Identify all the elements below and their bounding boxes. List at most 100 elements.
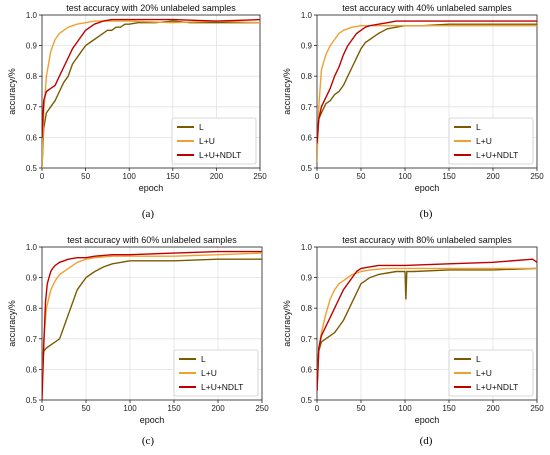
y-tick-label: 0.8 — [301, 304, 313, 313]
legend-label: L+U — [201, 368, 217, 378]
legend-box — [448, 117, 534, 165]
legend-box — [171, 117, 257, 165]
y-tick-label: 0.5 — [26, 164, 38, 173]
legend-label: L+U+NDLT — [476, 150, 518, 160]
y-tick-label: 0.8 — [301, 72, 313, 81]
chart-title: test accuracy with 80% unlabeled samples — [342, 235, 512, 245]
y-tick-label: 0.8 — [26, 72, 38, 81]
x-tick-label: 0 — [40, 404, 45, 413]
legend-label: L+U+NDLT — [476, 382, 518, 392]
y-axis-label: accuracy/% — [282, 300, 292, 347]
x-tick-label: 250 — [530, 404, 544, 413]
legend-label: L+U — [476, 368, 492, 378]
y-tick-label: 0.5 — [301, 396, 313, 405]
y-tick-label: 0.7 — [301, 335, 313, 344]
y-tick-label: 0.6 — [26, 365, 38, 374]
x-axis-label: epoch — [140, 415, 165, 425]
y-tick-label: 0.6 — [301, 365, 313, 374]
series-line-l-u — [42, 20, 260, 168]
legend: L L+U L+U+NDLT — [448, 117, 534, 165]
legend-label: L+U+NDLT — [201, 382, 243, 392]
x-tick-label: 0 — [315, 172, 320, 181]
legend-label: L+U+NDLT — [199, 150, 241, 160]
x-tick-label: 150 — [442, 172, 456, 181]
y-tick-label: 0.9 — [301, 42, 313, 51]
legend-label: L — [201, 354, 206, 364]
legend-box — [173, 349, 259, 397]
x-axis-label: epoch — [415, 415, 440, 425]
y-tick-label: 1.0 — [301, 11, 313, 20]
x-tick-label: 50 — [82, 404, 91, 413]
legend: L L+U L+U+NDLT — [448, 349, 534, 397]
y-tick-label: 0.6 — [301, 133, 313, 142]
y-tick-label: 1.0 — [301, 243, 313, 252]
chart-title: test accuracy with 60% unlabeled samples — [67, 235, 237, 245]
legend-label: L — [476, 122, 481, 132]
plot-frame — [316, 14, 538, 169]
y-tick-label: 0.9 — [26, 274, 38, 283]
x-tick-label: 100 — [398, 172, 412, 181]
y-tick-label: 0.7 — [26, 335, 38, 344]
y-axis-label: accuracy/% — [7, 68, 17, 115]
x-tick-label: 200 — [211, 404, 225, 413]
y-tick-label: 1.0 — [26, 243, 38, 252]
x-tick-label: 200 — [210, 172, 224, 181]
series-line-l — [317, 267, 537, 391]
legend-label: L+U — [476, 136, 492, 146]
series-line-l-u-ndlt — [42, 18, 260, 138]
plot-frame — [316, 246, 538, 401]
plot-frame — [41, 14, 261, 169]
x-axis-label: epoch — [139, 183, 164, 193]
y-tick-label: 0.8 — [26, 304, 38, 313]
legend-label: L — [199, 122, 204, 132]
x-tick-label: 250 — [255, 404, 269, 413]
x-tick-label: 200 — [486, 172, 500, 181]
chart-title: test accuracy with 40% unlabeled samples — [342, 3, 512, 13]
series-line-l-u — [42, 252, 262, 385]
y-tick-label: 0.9 — [26, 42, 38, 51]
chart-title: test accuracy with 20% unlabeled samples — [66, 3, 236, 13]
x-tick-label: 0 — [315, 404, 320, 413]
series-line-l-u — [317, 267, 537, 385]
x-axis-label: epoch — [415, 183, 440, 193]
x-tick-label: 150 — [166, 172, 180, 181]
x-tick-label: 0 — [40, 172, 45, 181]
chart-a: 0.5 0.6 0.7 0.8 0.9 1.0 0 50 100 150 200 250 test ac… — [7, 3, 267, 193]
chart-c: 0.5 0.6 0.7 0.8 0.9 1.0 0 50 100 150 200 250 test ac… — [7, 235, 269, 425]
plot-frame — [41, 246, 263, 401]
x-tick-label: 100 — [123, 172, 137, 181]
x-tick-label: 150 — [167, 404, 181, 413]
legend-label: L+U — [199, 136, 215, 146]
series-line-l-u-ndlt — [317, 20, 537, 144]
x-tick-label: 150 — [442, 404, 456, 413]
y-axis-label: accuracy/% — [7, 300, 17, 347]
series-line-l-u-ndlt — [42, 250, 262, 400]
caption-b: (b) — [419, 208, 433, 220]
y-tick-label: 0.6 — [26, 133, 38, 142]
caption-d: (d) — [419, 435, 433, 447]
y-axis-label: accuracy/% — [282, 68, 292, 115]
legend: L L+U L+U+NDLT — [173, 349, 259, 397]
x-tick-label: 100 — [398, 404, 412, 413]
y-tick-label: 1.0 — [26, 11, 38, 20]
y-tick-label: 0.7 — [26, 103, 38, 112]
y-tick-label: 0.9 — [301, 274, 313, 283]
y-tick-label: 0.5 — [26, 396, 38, 405]
y-tick-label: 0.5 — [301, 164, 313, 173]
x-tick-label: 250 — [253, 172, 267, 181]
legend-label: L — [476, 354, 481, 364]
y-tick-label: 0.7 — [301, 103, 313, 112]
legend: L L+U L+U+NDLT — [171, 117, 257, 165]
x-tick-label: 100 — [123, 404, 137, 413]
x-tick-label: 50 — [81, 172, 90, 181]
caption-c: (c) — [141, 435, 155, 447]
legend-box — [448, 349, 534, 397]
x-tick-label: 50 — [357, 172, 366, 181]
x-tick-label: 50 — [357, 404, 366, 413]
x-tick-label: 250 — [530, 172, 544, 181]
series-line-l-u — [317, 25, 537, 162]
chart-d: 0.5 0.6 0.7 0.8 0.9 1.0 0 50 100 150 200 250 test ac… — [282, 235, 544, 425]
series-line-l — [42, 258, 262, 370]
x-tick-label: 200 — [486, 404, 500, 413]
